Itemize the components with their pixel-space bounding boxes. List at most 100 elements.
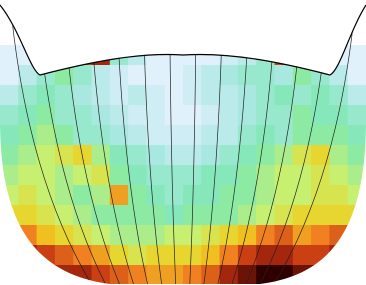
cell <box>183 65 202 86</box>
cell <box>109 145 129 166</box>
cell <box>201 145 221 166</box>
cell <box>164 165 184 186</box>
cell <box>91 85 111 106</box>
cell <box>256 185 275 206</box>
cell <box>292 185 312 206</box>
meridian <box>270 5 357 284</box>
cell <box>109 185 129 206</box>
cell <box>311 145 330 166</box>
cell <box>109 265 129 284</box>
cell <box>274 205 294 226</box>
cell <box>256 65 275 86</box>
cell <box>256 145 275 166</box>
cell <box>183 85 202 106</box>
cell <box>0 145 19 166</box>
cell <box>201 105 221 126</box>
cell <box>36 125 56 146</box>
cell <box>109 65 129 86</box>
cell <box>329 105 349 126</box>
cell <box>183 185 202 206</box>
cell <box>274 165 294 186</box>
cell <box>237 205 257 226</box>
cell <box>274 125 294 146</box>
cell <box>311 225 330 246</box>
cell <box>54 225 74 246</box>
cell <box>219 85 239 106</box>
cell <box>54 125 74 146</box>
cell <box>18 125 38 146</box>
cell <box>201 205 221 226</box>
cell <box>183 165 202 186</box>
cell <box>274 85 294 106</box>
cell <box>201 85 221 106</box>
cell <box>329 125 349 146</box>
cell <box>146 65 166 86</box>
cell <box>347 125 366 146</box>
cell <box>73 145 92 166</box>
cell <box>292 125 312 146</box>
cell <box>219 65 239 86</box>
cell <box>73 125 92 146</box>
outline <box>0 4 366 76</box>
cell <box>128 65 147 86</box>
cell <box>91 185 111 206</box>
cell <box>128 125 147 146</box>
cell <box>18 85 38 106</box>
cell <box>73 205 92 226</box>
cell <box>329 165 349 186</box>
cell <box>347 65 366 86</box>
cell <box>146 105 166 126</box>
cell <box>18 185 38 206</box>
cell <box>146 165 166 186</box>
cell <box>311 105 330 126</box>
cell <box>128 245 147 266</box>
cell <box>128 205 147 226</box>
cell <box>91 65 111 86</box>
cell <box>237 185 257 206</box>
cell <box>54 85 74 106</box>
cell <box>237 165 257 186</box>
cell <box>292 85 312 106</box>
cell <box>128 85 147 106</box>
cell <box>54 105 74 126</box>
cell <box>347 45 366 66</box>
cell <box>183 265 202 284</box>
cell <box>219 205 239 226</box>
cell <box>18 165 38 186</box>
cell <box>256 265 275 284</box>
cell <box>201 165 221 186</box>
cell <box>164 65 184 86</box>
cell <box>109 205 129 226</box>
cell <box>256 225 275 246</box>
cell <box>237 105 257 126</box>
cell <box>256 165 275 186</box>
cell <box>128 145 147 166</box>
cell <box>164 185 184 206</box>
cell <box>274 145 294 166</box>
cell <box>164 125 184 146</box>
cell <box>311 185 330 206</box>
cell <box>329 185 349 206</box>
cell <box>73 185 92 206</box>
cell <box>109 125 129 146</box>
cell <box>201 225 221 246</box>
cell <box>311 205 330 226</box>
cell <box>274 65 294 86</box>
cell <box>183 225 202 246</box>
cell <box>274 185 294 206</box>
cell <box>329 85 349 106</box>
cell <box>183 245 202 266</box>
cell <box>36 205 56 226</box>
cell <box>0 45 19 66</box>
cell <box>164 245 184 266</box>
cell <box>128 225 147 246</box>
cell <box>109 245 129 266</box>
cell <box>219 265 239 284</box>
cell <box>146 265 166 284</box>
heatmap <box>0 45 366 284</box>
cell <box>311 165 330 186</box>
cell <box>292 245 312 266</box>
cell <box>91 225 111 246</box>
cell <box>146 145 166 166</box>
